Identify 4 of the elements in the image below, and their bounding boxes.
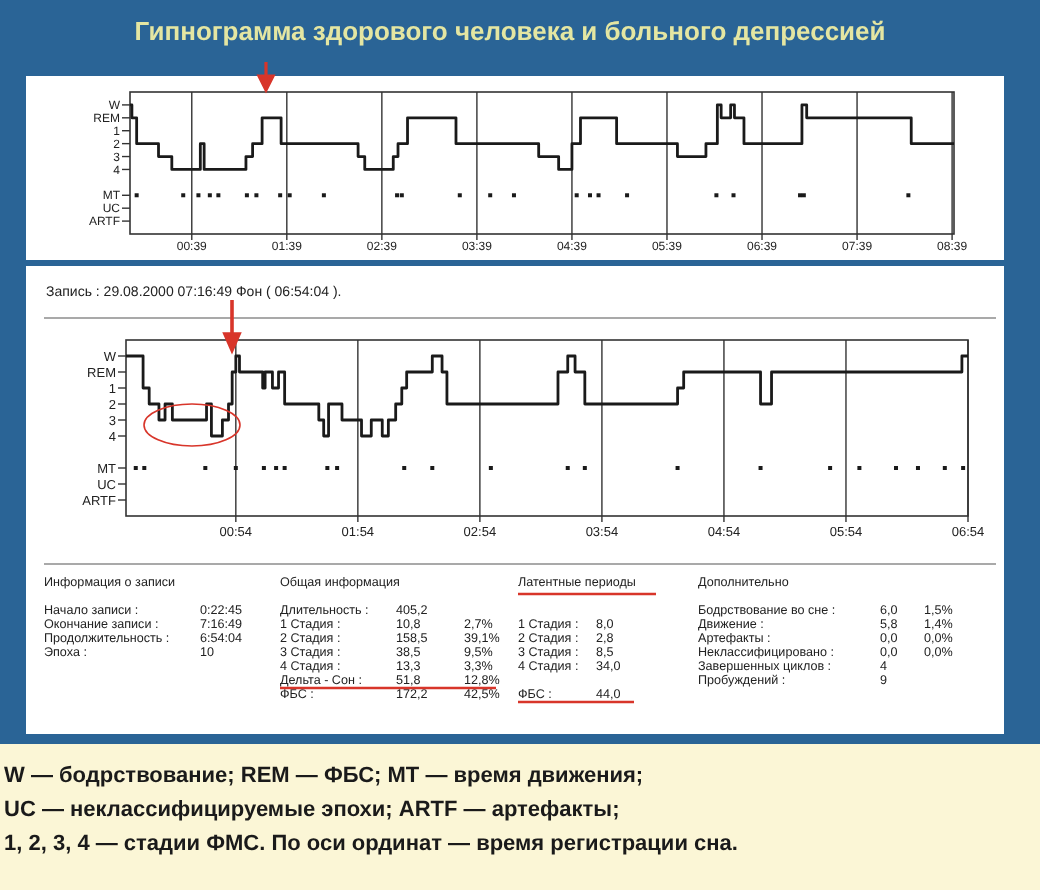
text: UC — неклассифицируемые эпохи; ARTF — артефакты; xyxy=(4,798,620,822)
text: W — бодрствование; REM — ФБС; MT — время движения; xyxy=(4,764,644,788)
text: 1, 2, 3, 4 — стадии ФМС. По оси ординат — время регистрации сна. xyxy=(4,832,738,856)
chart-title: Гипнограмма здорового человека и больного депрессией xyxy=(134,16,886,46)
